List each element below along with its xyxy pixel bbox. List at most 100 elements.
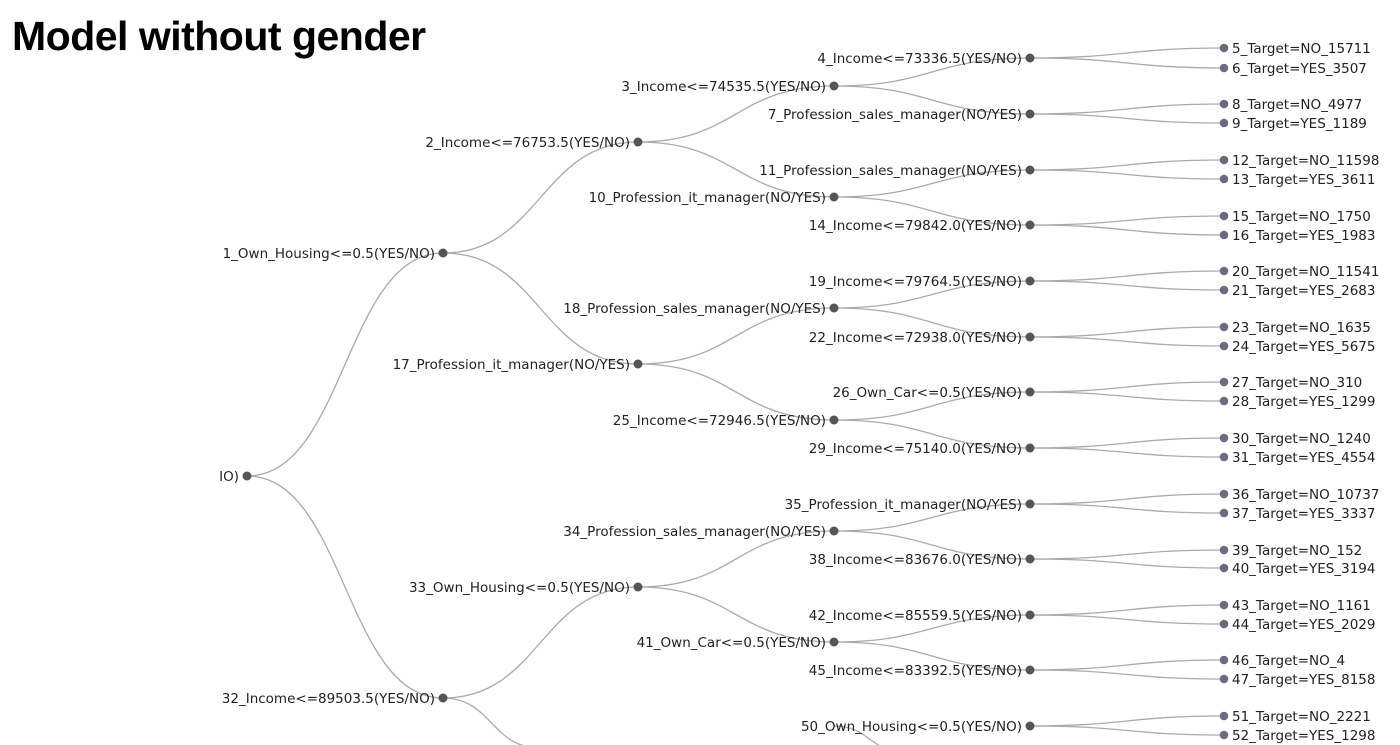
tree-split-node[interactable]: 42_Income<=85559.5(YES/NO) — [809, 608, 1035, 624]
node-dot — [634, 360, 643, 369]
leaf-dot — [1220, 64, 1229, 73]
tree-leaf-node[interactable]: 8_Target=NO_4977 — [1220, 97, 1363, 113]
tree-leaf-node[interactable]: 36_Target=NO_10737 — [1220, 487, 1380, 503]
node-dot — [1026, 722, 1035, 731]
tree-link — [1030, 160, 1224, 170]
tree-split-node[interactable]: 25_Income<=72946.5(YES/NO) — [613, 413, 839, 429]
node-dot — [439, 694, 448, 703]
tree-leaf-node[interactable]: 39_Target=NO_152 — [1220, 543, 1363, 559]
node-dot — [1026, 388, 1035, 397]
leaf-label: 51_Target=NO_2221 — [1232, 709, 1371, 725]
node-dot — [1026, 333, 1035, 342]
tree-split-node[interactable]: 38_Income<=83676.0(YES/NO) — [809, 552, 1035, 568]
tree-split-node[interactable]: 11_Profession_sales_manager(NO/YES) — [759, 163, 1034, 179]
leaf-label: 47_Target=YES_8158 — [1232, 672, 1375, 688]
tree-link — [1030, 448, 1224, 457]
tree-leaf-node[interactable]: 16_Target=YES_1983 — [1220, 228, 1376, 244]
tree-leaf-node[interactable]: 47_Target=YES_8158 — [1220, 672, 1376, 688]
split-label: 29_Income<=75140.0(YES/NO) — [809, 441, 1022, 457]
node-dot — [1026, 277, 1035, 286]
tree-leaf-node[interactable]: 37_Target=YES_3337 — [1220, 506, 1376, 522]
tree-leaf-node[interactable]: 30_Target=NO_1240 — [1220, 431, 1371, 447]
tree-node-root[interactable]: IO) — [219, 469, 251, 485]
node-dot — [1026, 611, 1035, 620]
tree-leaf-node[interactable]: 15_Target=NO_1750 — [1220, 209, 1371, 225]
leaf-label: 8_Target=NO_4977 — [1232, 97, 1362, 113]
tree-leaf-node[interactable]: 5_Target=NO_15711 — [1220, 41, 1371, 57]
leaf-label: 46_Target=NO_4 — [1232, 653, 1345, 669]
tree-leaf-node[interactable]: 12_Target=NO_11598 — [1220, 153, 1380, 169]
node-dot — [830, 416, 839, 425]
tree-link — [638, 587, 834, 642]
tree-split-node[interactable]: 35_Profession_it_manager(NO/YES) — [785, 497, 1035, 513]
leaf-dot — [1220, 490, 1229, 499]
tree-split-node[interactable]: 41_Own_Car<=0.5(YES/NO) — [637, 635, 839, 651]
tree-leaf-node[interactable]: 21_Target=YES_2683 — [1220, 283, 1376, 299]
leaf-dot — [1220, 175, 1229, 184]
node-dot — [830, 304, 839, 313]
tree-link — [1030, 337, 1224, 346]
tree-split-node[interactable]: 22_Income<=72938.0(YES/NO) — [809, 330, 1035, 346]
tree-link — [1030, 271, 1224, 281]
tree-link — [1030, 550, 1224, 559]
leaf-dot — [1220, 156, 1229, 165]
tree-leaf-node[interactable]: 31_Target=YES_4554 — [1220, 450, 1376, 466]
tree-link — [1030, 104, 1224, 114]
leaf-label: 31_Target=YES_4554 — [1232, 450, 1375, 466]
tree-leaf-node[interactable]: 9_Target=YES_1189 — [1220, 116, 1367, 132]
leaf-dot — [1220, 453, 1229, 462]
tree-link — [443, 698, 540, 745]
tree-split-node[interactable]: 7_Profession_sales_manager(NO/YES) — [768, 107, 1035, 123]
split-label: 38_Income<=83676.0(YES/NO) — [809, 552, 1022, 568]
leaf-label: 43_Target=NO_1161 — [1232, 598, 1371, 614]
tree-leaf-node[interactable]: 52_Target=YES_1298 — [1220, 728, 1376, 744]
tree-leaf-node[interactable]: 24_Target=YES_5675 — [1220, 339, 1376, 355]
tree-link — [1030, 382, 1224, 392]
leaf-dot — [1220, 546, 1229, 555]
tree-leaf-node[interactable]: 44_Target=YES_2029 — [1220, 617, 1376, 633]
leaf-label: 20_Target=NO_11541 — [1232, 264, 1379, 280]
leaf-dot — [1220, 212, 1229, 221]
node-dot — [634, 138, 643, 147]
tree-split-node[interactable]: 4_Income<=73336.5(YES/NO) — [817, 51, 1034, 67]
tree-split-node[interactable]: 32_Income<=89503.5(YES/NO) — [222, 691, 448, 707]
tree-split-node[interactable]: 50_Own_Housing<=0.5(YES/NO) — [801, 719, 1035, 735]
split-label: 42_Income<=85559.5(YES/NO) — [809, 608, 1022, 624]
tree-split-node[interactable]: 26_Own_Car<=0.5(YES/NO) — [833, 385, 1035, 401]
leaf-label: 40_Target=YES_3194 — [1232, 561, 1375, 577]
tree-link — [1030, 494, 1224, 504]
tree-split-node[interactable]: 2_Income<=76753.5(YES/NO) — [425, 135, 642, 151]
tree-leaf-node[interactable]: 13_Target=YES_3611 — [1220, 172, 1376, 188]
tree-split-node[interactable]: 10_Profession_it_manager(NO/YES) — [589, 190, 839, 206]
node-dot — [1026, 110, 1035, 119]
tree-split-node[interactable]: 29_Income<=75140.0(YES/NO) — [809, 441, 1035, 457]
tree-split-node[interactable]: 3_Income<=74535.5(YES/NO) — [621, 79, 838, 95]
leaf-dot — [1220, 286, 1229, 295]
tree-split-node[interactable]: 18_Profession_sales_manager(NO/YES) — [563, 301, 838, 317]
node-dot — [830, 638, 839, 647]
tree-split-node[interactable]: 34_Profession_sales_manager(NO/YES) — [563, 524, 838, 540]
tree-leaf-node[interactable]: 46_Target=NO_4 — [1220, 653, 1345, 669]
tree-leaf-node[interactable]: 6_Target=YES_3507 — [1220, 61, 1367, 77]
tree-leaf-node[interactable]: 43_Target=NO_1161 — [1220, 598, 1371, 614]
tree-split-node[interactable]: 19_Income<=79764.5(YES/NO) — [809, 274, 1035, 290]
tree-leaf-node[interactable]: 27_Target=NO_310 — [1220, 375, 1363, 391]
leaf-dot — [1220, 323, 1229, 332]
leaf-dot — [1220, 267, 1229, 276]
tree-leaf-node[interactable]: 28_Target=YES_1299 — [1220, 394, 1376, 410]
tree-split-node[interactable]: 17_Profession_it_manager(NO/YES) — [393, 357, 643, 373]
tree-split-node[interactable]: 14_Income<=79842.0(YES/NO) — [809, 218, 1035, 234]
tree-leaf-node[interactable]: 40_Target=YES_3194 — [1220, 561, 1376, 577]
leaf-dot — [1220, 378, 1229, 387]
tree-split-node[interactable]: 33_Own_Housing<=0.5(YES/NO) — [409, 580, 643, 596]
split-label: 18_Profession_sales_manager(NO/YES) — [563, 301, 826, 317]
tree-leaf-node[interactable]: 51_Target=NO_2221 — [1220, 709, 1371, 725]
split-label: 11_Profession_sales_manager(NO/YES) — [759, 163, 1022, 179]
tree-leaf-node[interactable]: 20_Target=NO_11541 — [1220, 264, 1380, 280]
tree-split-node[interactable]: 1_Own_Housing<=0.5(YES/NO) — [223, 246, 448, 262]
leaf-label: 36_Target=NO_10737 — [1232, 487, 1379, 503]
leaf-label: 6_Target=YES_3507 — [1232, 61, 1367, 77]
leaf-label: 16_Target=YES_1983 — [1232, 228, 1375, 244]
tree-leaf-node[interactable]: 23_Target=NO_1635 — [1220, 320, 1371, 336]
tree-split-node[interactable]: 45_Income<=83392.5(YES/NO) — [809, 663, 1035, 679]
